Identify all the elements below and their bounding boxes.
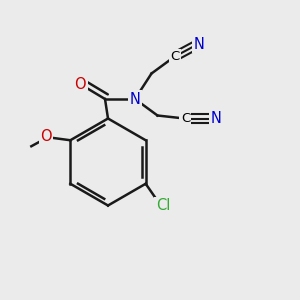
- Text: O: O: [40, 129, 52, 144]
- Text: N: N: [211, 111, 222, 126]
- Text: Cl: Cl: [156, 198, 170, 213]
- Text: C: C: [170, 50, 179, 63]
- Text: N: N: [194, 37, 204, 52]
- Text: N: N: [130, 92, 140, 106]
- Text: C: C: [181, 112, 190, 125]
- Text: O: O: [75, 77, 86, 92]
